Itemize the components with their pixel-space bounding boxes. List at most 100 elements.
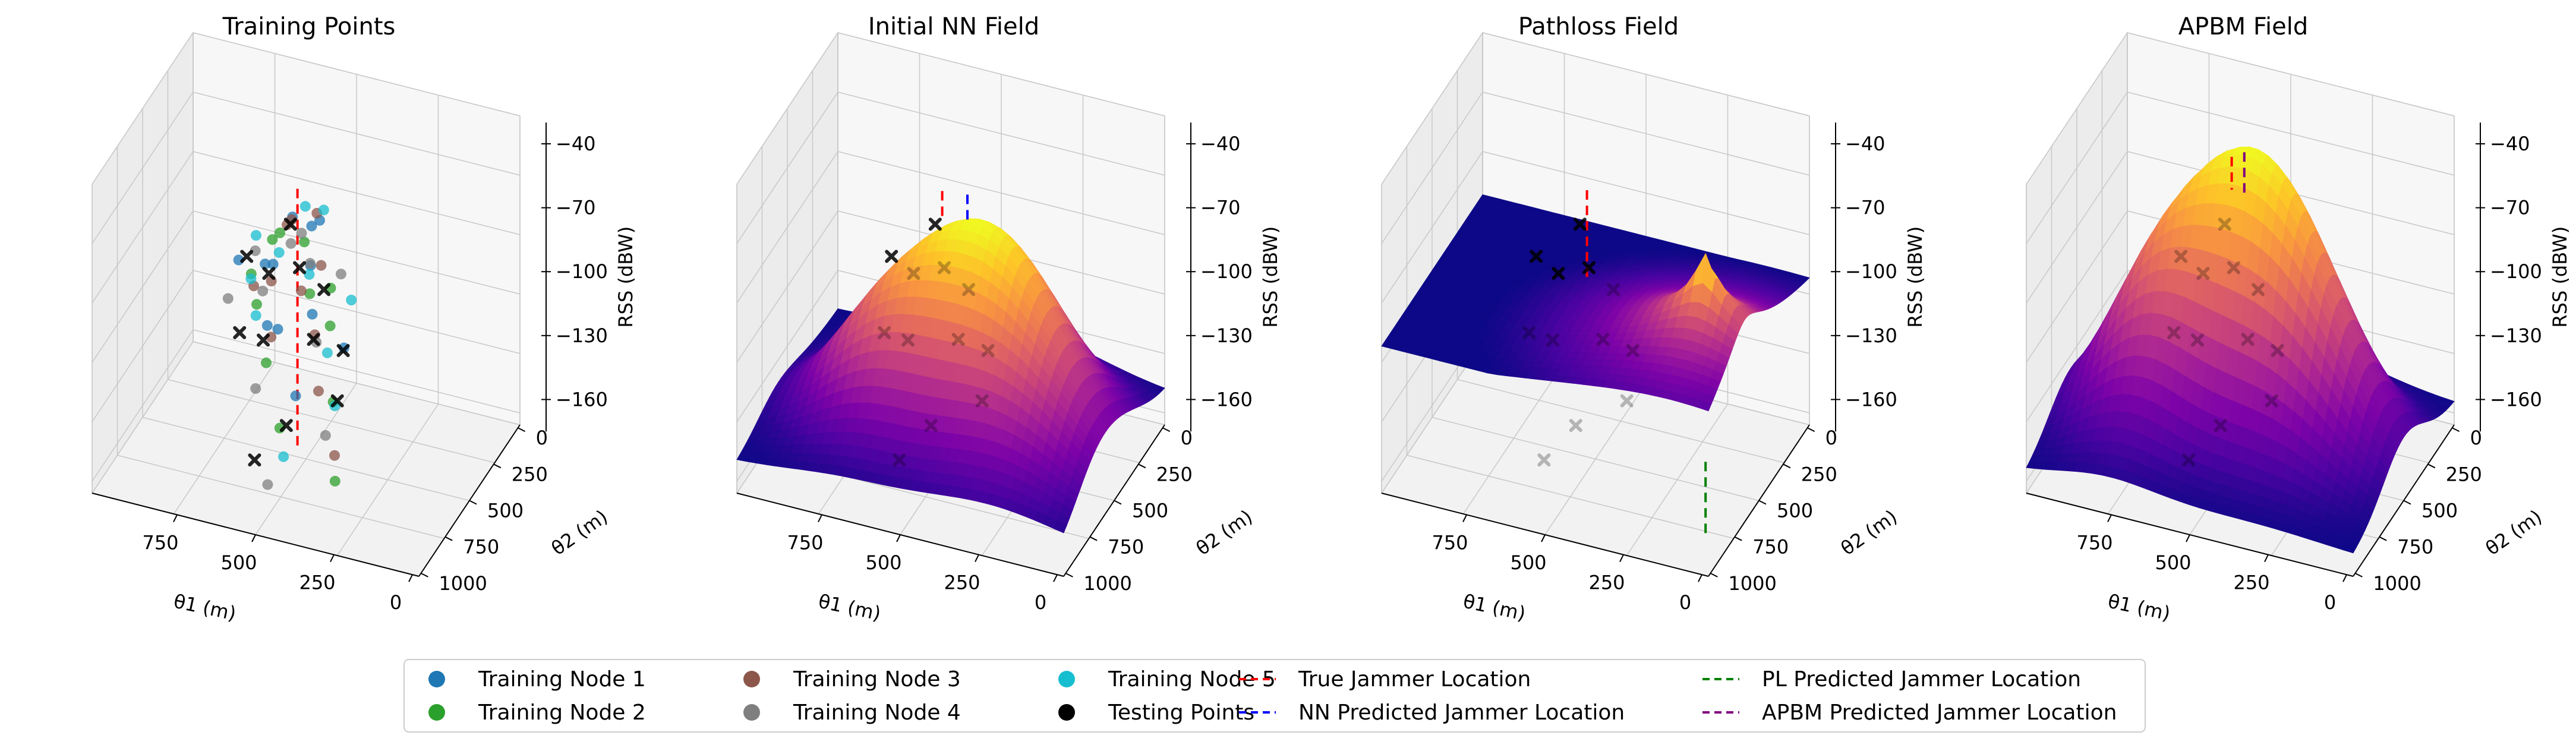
panel-2-x-tick-label: 750 [787, 531, 823, 554]
panel-3-x-tick-label: 500 [1510, 551, 1546, 574]
panel-2-z-tick-label: −40 [1200, 132, 1241, 155]
panel-1-training-node-2-point [275, 227, 285, 238]
panel-4-z-axis: −40 −70 −100 −130 −160 RSS (dBW) [2476, 122, 2571, 432]
legend-label: PL Predicted Jammer Location [1762, 667, 2081, 692]
panel-1-training-node-5-point [250, 230, 261, 241]
panel-1-y-tick-label: 1000 [439, 572, 487, 595]
panel-1-y-tick-label: 250 [512, 463, 548, 485]
panel-2-testing-point [924, 419, 938, 433]
panel-3-z-tick-label: −70 [1845, 197, 1886, 219]
panel-1-z-axis: −40 −70 −100 −130 −160 RSS (dBW) [541, 122, 637, 432]
panel-4-z-tick-label: −40 [2490, 132, 2530, 155]
panel-4-testing-point [2191, 333, 2204, 347]
panel-1-testing-point [279, 419, 293, 433]
legend-marker [743, 671, 760, 687]
panel-4-testing-point [2271, 343, 2284, 357]
panel-1-testing-point [283, 217, 297, 231]
panel-1-testing-point [248, 453, 261, 467]
panel-3-title: Pathloss Field [1518, 13, 1679, 40]
panel-2-z-tick-label: −160 [1200, 388, 1253, 411]
panel-1-testing-point [293, 261, 306, 274]
legend-label: Training Node 1 [478, 667, 646, 692]
legend-marker [428, 704, 445, 721]
panel-1-training-node-3-point [329, 450, 340, 461]
panel-2-testing-point [901, 333, 915, 347]
legend-label: Training Node 4 [793, 700, 961, 725]
panel-1-y-axis-label: θ2 (m) [547, 505, 612, 560]
panel-1-training-node-1-point [261, 320, 273, 331]
legend-entry: APBM Predicted Jammer Location [1702, 700, 2117, 725]
panel-3-testing-point [1537, 453, 1551, 467]
panel-1-training-node-4-point [257, 285, 269, 296]
panel-2-z-axis-label: RSS (dBW) [1259, 226, 1282, 328]
panel-2-testing-points [878, 217, 995, 467]
legend-entry: PL Predicted Jammer Location [1702, 667, 2081, 692]
legend-label: Training Node 5 [1108, 667, 1276, 692]
panel-2-testing-point [893, 453, 906, 467]
panel-1-training-node-5-point [318, 204, 329, 216]
panel-2-testing-point [928, 217, 942, 231]
legend-frame [403, 659, 2146, 733]
panel-1-z-tick-label: −70 [556, 197, 596, 219]
panel-3-x-axis-label: θ1 (m) [1461, 590, 1528, 625]
panel-4-y-tick-label: 750 [2397, 536, 2433, 558]
panel-4: APBM Field −40 −70 −100 −130 −160 RSS (dBW) 750… [2025, 13, 2571, 625]
panel-4-z-tick-label: −130 [2490, 324, 2542, 347]
panel-1-training-node-4-point [250, 383, 261, 394]
legend-entry: Training Node 3 [743, 667, 961, 692]
panel-1-training-node-4-point [262, 479, 273, 490]
panel-1-training-node-5-point [304, 269, 315, 280]
panel-4-testing-point [2218, 217, 2231, 231]
panel-4-x-tick-label: 250 [2233, 572, 2269, 594]
panel-3-y-tick-label: 1000 [1728, 572, 1776, 595]
panel-3-y-tick-label: 250 [1801, 463, 1837, 485]
panel-1-z-tick-label: −160 [556, 388, 608, 411]
panel-1-testing-point [307, 333, 320, 346]
panel-1-training-node-2-point [299, 236, 310, 248]
panel-3-z-tick-label: −40 [1845, 132, 1886, 155]
panel-3-testing-point [1573, 217, 1587, 231]
panel-1-testing-point [240, 250, 254, 263]
panel-3: Pathloss Field −40 −70 −100 −130 −160 RSS (dBW… [1380, 13, 1927, 625]
legend-entry: True Jammer Location [1239, 667, 1531, 692]
panel-2-z-tick-label: −100 [1200, 260, 1253, 283]
panel-3-z-tick-label: −160 [1845, 388, 1897, 411]
panel-1-training-node-1-point [306, 220, 317, 232]
panel-1-training-node-2-point [329, 475, 340, 487]
panel-2-x-tick-label: 500 [865, 551, 901, 574]
panel-1-x-tick-label: 0 [390, 591, 402, 614]
panel-2-testing-point [951, 333, 965, 346]
legend-marker [1058, 671, 1075, 687]
panel-4-y-tick-label: 0 [2470, 427, 2482, 449]
panel-1-training-node-1-point [260, 258, 271, 270]
panel-1-training-node-1-point [272, 324, 283, 335]
legend-label: NN Predicted Jammer Location [1298, 700, 1625, 725]
panel-1-training-node-3-point [316, 260, 327, 271]
panel-3-testing-point [1620, 394, 1634, 408]
legend-marker [428, 671, 445, 687]
panel-3-testing-point [1607, 283, 1620, 296]
panel-3-testing-point [1569, 419, 1582, 433]
panel-1-z-axis-label: RSS (dBW) [614, 226, 637, 328]
panel-4-testing-point [2167, 326, 2181, 339]
panel-3-testing-point [1530, 250, 1543, 263]
panel-1-training-node-2-point [304, 288, 316, 299]
panel-4-testing-point [2174, 250, 2188, 263]
panel-2-y-tick-label: 750 [1108, 536, 1144, 558]
panel-1-testing-point [262, 267, 276, 280]
panels: Training Points −40 −70 −100 −130 −160 RSS (dB… [91, 13, 2571, 625]
legend: Training Node 1 Training Node 2 Training N… [403, 659, 2146, 733]
panel-1-testing-point [233, 326, 247, 339]
panel-3-testing-point [1546, 333, 1559, 347]
panel-1-training-node-4-point [296, 228, 307, 239]
panel-4-x-tick-label: 500 [2155, 551, 2191, 574]
panel-3-x-tick-label: 0 [1679, 591, 1691, 614]
panel-2-x-axis-label: θ1 (m) [816, 590, 883, 625]
panel-1-y-tick-label: 0 [536, 427, 548, 449]
legend-entry: NN Predicted Jammer Location [1239, 700, 1625, 725]
panel-1-y-tick-label: 500 [487, 500, 524, 522]
legend-label: True Jammer Location [1298, 667, 1531, 692]
panel-2-testing-point [975, 394, 989, 408]
panel-3-x-axis: 750 500 250 0 θ1 (m) [1381, 493, 1709, 625]
